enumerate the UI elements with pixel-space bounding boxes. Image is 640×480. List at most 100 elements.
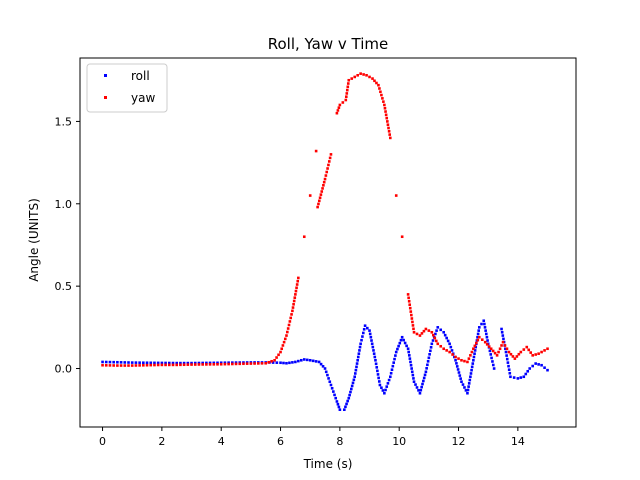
- point-roll: [329, 383, 333, 387]
- point-roll: [333, 393, 336, 397]
- point-roll: [160, 361, 164, 365]
- point-yaw: [291, 306, 295, 309]
- point-roll: [223, 361, 227, 365]
- point-roll: [231, 361, 234, 364]
- point-roll: [138, 361, 141, 364]
- point-roll: [116, 360, 119, 364]
- point-roll: [374, 358, 377, 362]
- point-roll: [422, 379, 425, 383]
- point-yaw: [127, 364, 130, 367]
- point-yaw: [353, 75, 356, 79]
- point-roll: [509, 375, 512, 379]
- point-yaw: [288, 320, 292, 323]
- point-roll: [500, 327, 503, 331]
- x-tick-label: 12: [452, 435, 466, 448]
- point-yaw: [294, 293, 297, 296]
- point-roll: [376, 373, 380, 376]
- point-roll: [476, 335, 479, 339]
- point-roll: [417, 389, 420, 392]
- point-roll: [359, 342, 362, 346]
- point-yaw: [359, 72, 362, 75]
- point-roll: [294, 360, 297, 364]
- point-yaw: [487, 345, 491, 348]
- point-yaw: [197, 363, 201, 366]
- point-roll: [502, 337, 505, 341]
- point-yaw: [368, 75, 371, 79]
- point-yaw: [511, 355, 515, 358]
- point-yaw: [380, 93, 383, 97]
- point-roll: [446, 339, 450, 343]
- point-yaw: [386, 120, 389, 123]
- point-roll: [370, 339, 373, 342]
- point-yaw: [460, 358, 463, 362]
- point-roll: [436, 326, 440, 329]
- point-roll: [458, 374, 462, 377]
- point-roll: [507, 368, 511, 371]
- point-roll: [305, 358, 309, 362]
- point-roll: [234, 361, 238, 364]
- point-yaw: [329, 153, 333, 156]
- point-yaw: [350, 77, 354, 80]
- point-yaw: [341, 101, 345, 104]
- point-roll: [393, 357, 396, 361]
- point-roll: [384, 388, 387, 392]
- point-roll: [482, 319, 486, 323]
- point-roll: [472, 355, 476, 359]
- point-yaw: [475, 341, 478, 345]
- point-yaw: [282, 340, 286, 344]
- point-yaw: [327, 160, 331, 163]
- point-roll: [377, 376, 380, 380]
- point-yaw: [346, 85, 350, 89]
- point-roll: [335, 400, 339, 403]
- point-roll: [351, 381, 355, 385]
- point-yaw: [295, 283, 299, 286]
- point-yaw: [454, 355, 457, 359]
- point-roll: [489, 353, 493, 356]
- point-yaw: [543, 349, 546, 352]
- point-roll: [353, 375, 356, 379]
- point-roll: [468, 378, 472, 382]
- point-roll: [376, 369, 379, 373]
- point-yaw: [365, 74, 368, 77]
- point-roll: [216, 361, 219, 365]
- legend-label-yaw: yaw: [131, 91, 155, 105]
- point-roll: [375, 366, 379, 369]
- point-yaw: [216, 362, 219, 366]
- point-yaw: [384, 113, 388, 117]
- point-yaw: [290, 313, 293, 316]
- point-roll: [362, 331, 365, 335]
- point-roll: [461, 383, 465, 386]
- point-yaw: [292, 302, 295, 306]
- point-roll: [386, 382, 390, 385]
- point-roll: [350, 384, 354, 388]
- point-yaw: [130, 364, 134, 367]
- point-yaw: [283, 337, 287, 341]
- point-roll: [500, 330, 504, 334]
- point-yaw: [546, 347, 549, 351]
- point-roll: [420, 385, 423, 389]
- point-roll: [537, 363, 540, 366]
- point-yaw: [529, 351, 533, 354]
- point-roll: [394, 350, 398, 354]
- point-roll: [123, 361, 127, 364]
- point-roll: [389, 371, 393, 375]
- point-yaw: [537, 352, 540, 355]
- point-roll: [348, 393, 351, 397]
- point-roll: [435, 329, 438, 332]
- point-yaw: [108, 364, 112, 367]
- point-yaw: [317, 199, 321, 203]
- point-yaw: [346, 82, 350, 85]
- point-yaw: [427, 329, 431, 332]
- point-roll: [476, 332, 480, 336]
- point-roll: [456, 368, 460, 371]
- y-tick-label: 0.5: [55, 280, 73, 293]
- point-yaw: [495, 354, 499, 357]
- point-yaw: [381, 97, 384, 100]
- point-roll: [492, 367, 496, 370]
- point-roll: [378, 383, 382, 387]
- point-yaw: [362, 73, 365, 76]
- point-yaw: [319, 193, 323, 196]
- point-roll: [175, 361, 179, 365]
- point-yaw: [407, 299, 411, 303]
- point-roll: [314, 360, 318, 363]
